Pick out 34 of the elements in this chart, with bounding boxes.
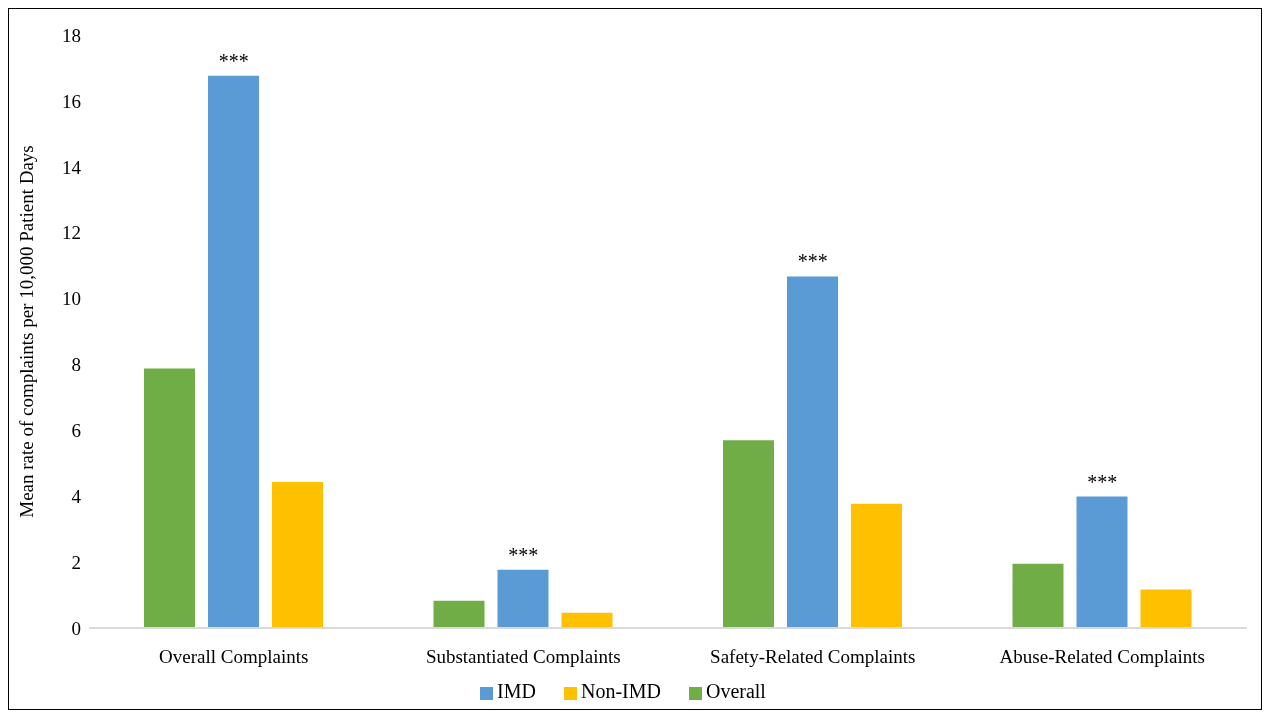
annotation: *** [508, 543, 539, 566]
y-axis-title: Mean rate of complaints per 10,000 Patient Days [15, 145, 37, 518]
x-tick-label: Abuse-Related Complaints [999, 646, 1205, 668]
y-tick-label: 16 [62, 90, 81, 112]
bar [272, 482, 324, 628]
bar [787, 276, 839, 628]
legend-label: IMD [497, 680, 536, 702]
bar [723, 440, 775, 628]
bar [1076, 496, 1128, 628]
annotation: *** [797, 250, 828, 273]
bar [433, 600, 485, 628]
x-tick-label: Safety-Related Complaints [710, 646, 916, 668]
bar [208, 75, 260, 628]
y-tick-label: 18 [62, 24, 81, 46]
y-tick-label: 8 [71, 354, 81, 376]
annotation: *** [218, 49, 249, 72]
y-tick-label: 2 [71, 551, 81, 573]
legend-label: Non-IMD [580, 680, 661, 702]
bar [1012, 563, 1064, 628]
y-tick-label: 14 [62, 156, 82, 178]
y-tick-label: 0 [71, 617, 81, 639]
bar [1140, 589, 1192, 628]
bar [561, 612, 613, 628]
bar [497, 569, 549, 628]
x-tick-label: Overall Complaints [159, 646, 309, 668]
legend-label: Overall [705, 680, 766, 702]
bar [851, 503, 903, 628]
bar [144, 368, 196, 628]
y-tick-label: 12 [62, 222, 81, 244]
y-tick-label: 6 [71, 420, 81, 442]
annotation: *** [1087, 470, 1118, 493]
y-tick-label: 10 [62, 288, 81, 310]
x-tick-label: Substantiated Complaints [425, 646, 621, 668]
y-tick-label: 4 [71, 485, 82, 507]
